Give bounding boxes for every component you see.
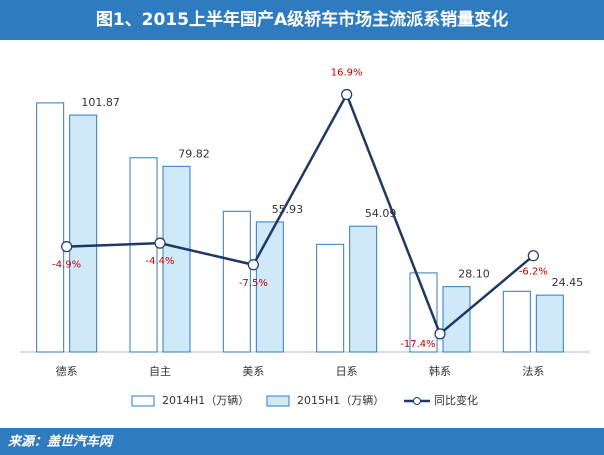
bar <box>162 165 191 353</box>
title-banner <box>0 0 604 40</box>
x-tick-label: 日系 <box>336 365 358 378</box>
data-label: -17.4% <box>400 339 435 350</box>
line-marker <box>61 241 73 253</box>
line-marker <box>341 88 353 101</box>
bar <box>349 225 378 353</box>
bar <box>316 243 345 353</box>
legend-label: 2015H1（万辆） <box>297 393 384 407</box>
data-label: 24.45 <box>552 276 584 289</box>
x-tick-label: 法系 <box>522 364 544 378</box>
x-tick-label: 美系 <box>242 365 264 378</box>
x-tick-label: 自主 <box>149 365 171 378</box>
line-marker <box>247 259 259 271</box>
data-label: 54.09 <box>365 207 397 220</box>
x-tick-label: 韩系 <box>429 364 451 378</box>
source-banner <box>0 428 604 455</box>
line-marker <box>434 328 446 340</box>
data-label: -7.5% <box>239 278 268 289</box>
bar <box>222 210 251 353</box>
bar <box>36 102 65 353</box>
bar <box>502 290 531 353</box>
line-marker <box>527 250 539 262</box>
bar <box>255 221 284 353</box>
line-marker <box>154 237 166 249</box>
bar <box>129 157 158 353</box>
legend-swatch <box>131 395 155 407</box>
x-tick-label: 德系 <box>56 364 78 378</box>
legend-swatch <box>266 395 290 407</box>
legend-label: 同比变化 <box>434 393 478 407</box>
data-label: 101.87 <box>81 96 120 109</box>
data-label: 28.10 <box>458 268 490 281</box>
bar <box>535 294 564 353</box>
data-label: -6.2% <box>519 267 548 278</box>
data-label: 16.9% <box>331 68 363 79</box>
data-label: 79.82 <box>178 147 210 160</box>
data-label: -4.9% <box>52 260 81 271</box>
data-label: 55.93 <box>272 203 304 216</box>
source: 来源：盖世汽车网 <box>8 434 114 450</box>
legend-marker <box>413 397 421 405</box>
bar <box>69 114 98 353</box>
data-label: -4.4% <box>145 256 174 267</box>
legend-label: 2014H1（万辆） <box>162 393 249 407</box>
chart-title: 图1、2015上半年国产A级轿车市场主流派系销量变化 <box>96 9 508 30</box>
line-series <box>66 91 535 336</box>
